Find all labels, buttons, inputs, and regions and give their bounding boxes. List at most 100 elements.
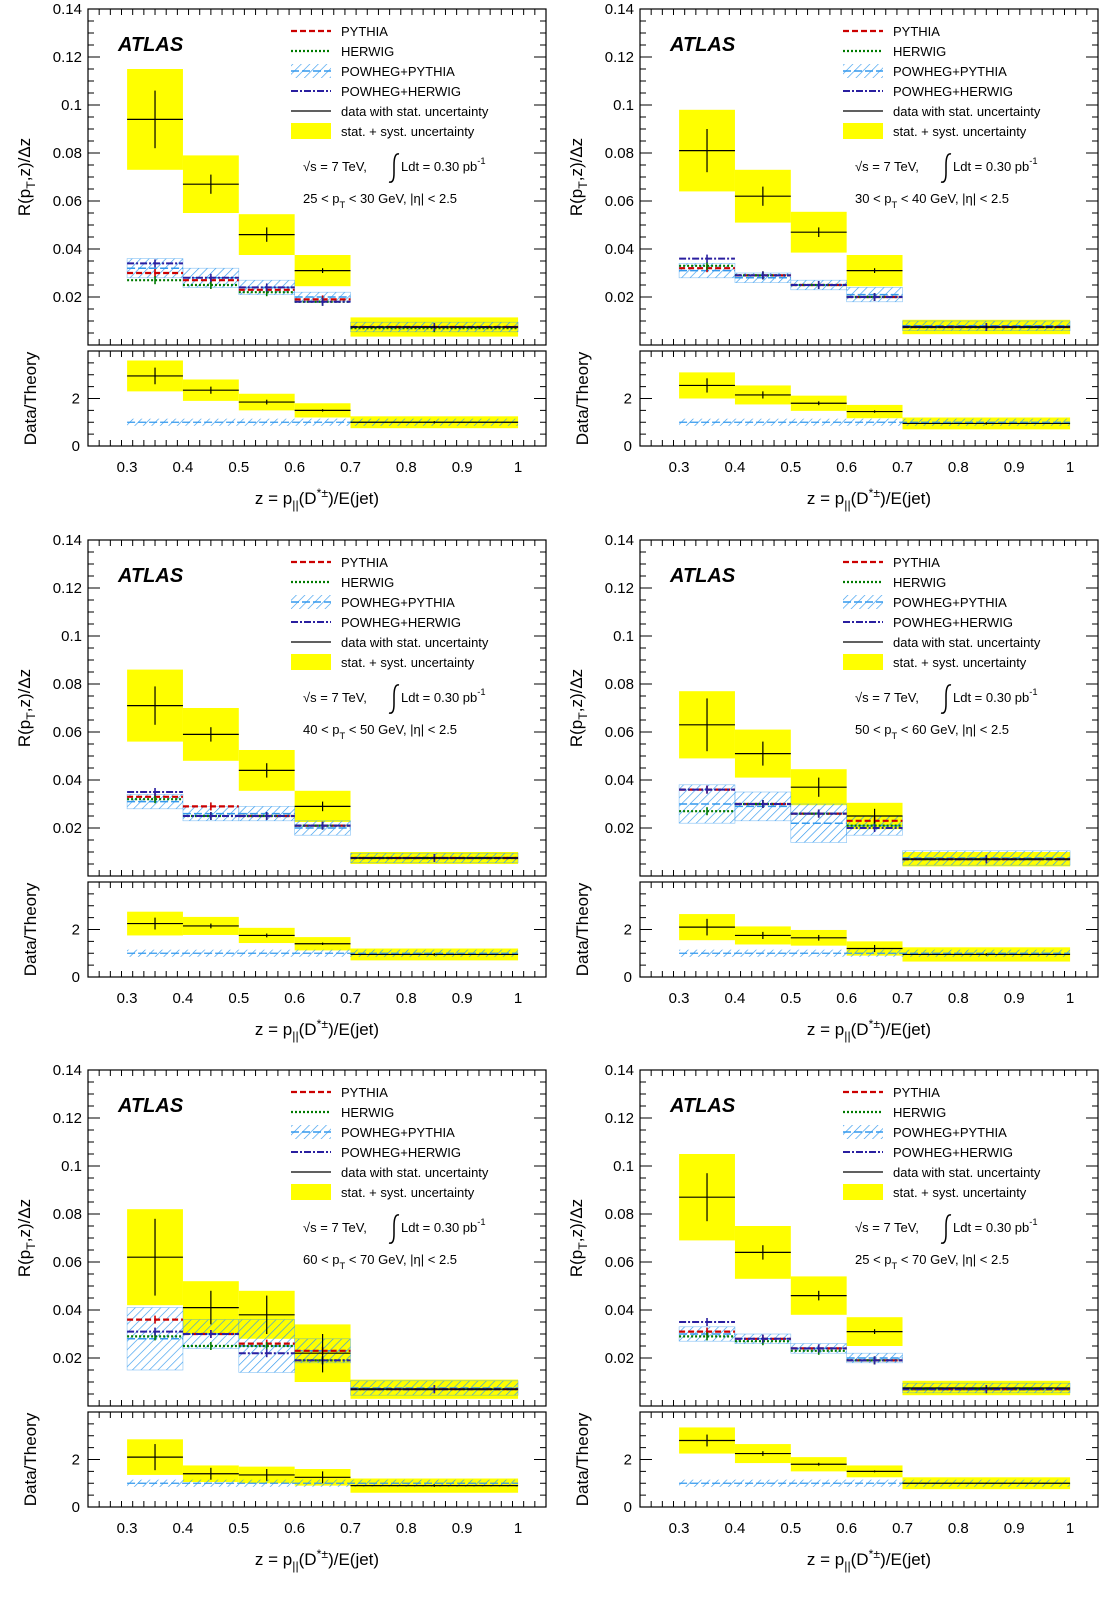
legend-label: PYTHIA <box>341 1085 388 1100</box>
energy-label: √s = 7 TeV, <box>303 1220 367 1235</box>
legend-item: POWHEG+PYTHIA <box>291 595 455 610</box>
legend-item: POWHEG+PYTHIA <box>291 1125 455 1140</box>
atlas-label: ATLAS <box>117 1095 184 1117</box>
x-tick-label: 0.9 <box>1004 459 1025 476</box>
legend-swatch <box>291 1125 331 1139</box>
integral-sign <box>388 153 400 183</box>
main-plot: 0.02 0.04 0.06 0.08 0.1 0.12 0.14 R(pT,z)/Δz ATL… <box>567 532 1099 877</box>
ratio-y-tick-label: 0 <box>72 969 80 986</box>
x-tick-label: 0.8 <box>396 990 417 1007</box>
energy-label: √s = 7 TeV, <box>855 159 919 174</box>
ratio-plot: 0 2 0.3 0.4 0.5 0.6 0.7 0.8 0.9 1 Data/Theory <box>21 881 547 1007</box>
y-tick-label: 0.06 <box>605 193 634 210</box>
legend-item: stat. + syst. uncertainty <box>291 654 475 670</box>
y-tick-label: 0.04 <box>605 1302 634 1319</box>
legend: PYTHIA HERWIG POWHEG+PYTHIA POWHEG+HERWIG da… <box>291 1085 489 1200</box>
y-axis-title-text: R(pT,z)/Δz <box>15 138 38 216</box>
legend: PYTHIA HERWIG POWHEG+PYTHIA POWHEG+HERWIG da… <box>843 24 1041 139</box>
y-tick-label: 0.1 <box>61 1158 82 1175</box>
x-tick-label: 0.3 <box>669 1520 690 1537</box>
y-tick-label: 0.04 <box>53 241 82 258</box>
ratio-y-axis-title-text: Data/Theory <box>21 882 40 976</box>
x-tick-label: 0.9 <box>1004 1520 1025 1537</box>
ratio-plot: 0 2 0.3 0.4 0.5 0.6 0.7 0.8 0.9 1 Data/Theory <box>573 350 1099 476</box>
y-tick-label: 0.14 <box>53 1 82 18</box>
legend-label: stat. + syst. uncertainty <box>341 124 475 139</box>
ratio-y-axis-title-text: Data/Theory <box>573 351 592 445</box>
legend-label: POWHEG+HERWIG <box>341 615 461 630</box>
y-tick-label: 0.08 <box>53 1206 82 1223</box>
y-tick-label: 0.1 <box>613 97 634 114</box>
ratio-y-axis-title: Data/Theory <box>21 882 40 976</box>
y-tick-label: 0.02 <box>53 820 82 837</box>
main-plot: 0.02 0.04 0.06 0.08 0.1 0.12 0.14 R(pT,z)/Δz ATL… <box>567 1062 1099 1407</box>
y-axis-title: R(pT,z)/Δz <box>15 1199 38 1277</box>
legend-item: HERWIG <box>291 1105 394 1120</box>
legend-item: PYTHIA <box>843 1085 940 1100</box>
legend-label: POWHEG+PYTHIA <box>893 595 1007 610</box>
y-tick-label: 0.06 <box>53 1254 82 1271</box>
energy-label: √s = 7 TeV, <box>855 690 919 705</box>
x-tick-label: 0.6 <box>836 990 857 1007</box>
legend-item: stat. + syst. uncertainty <box>843 1184 1027 1200</box>
ratio-theory-band <box>679 418 1071 426</box>
legend-item: data with stat. uncertainty <box>843 104 1041 119</box>
lumi-label: Ldt = 0.30 pb-1 <box>401 1217 486 1235</box>
legend-label: POWHEG+PYTHIA <box>893 64 1007 79</box>
legend-swatch <box>291 64 331 78</box>
legend-item: data with stat. uncertainty <box>843 1165 1041 1180</box>
x-tick-label: 0.8 <box>396 1520 417 1537</box>
ratio-y-axis-title-text: Data/Theory <box>573 882 592 976</box>
x-tick-label: 0.6 <box>836 1520 857 1537</box>
x-tick-label: 0.7 <box>892 1520 913 1537</box>
ratio-y-axis-title-text: Data/Theory <box>21 1412 40 1506</box>
x-tick-label: 0.3 <box>117 990 138 1007</box>
ratio-y-tick-label: 0 <box>72 1499 80 1516</box>
x-tick-label: 0.9 <box>452 990 473 1007</box>
y-tick-label: 0.06 <box>605 724 634 741</box>
x-tick-label: 0.9 <box>1004 990 1025 1007</box>
legend-swatch <box>291 1184 331 1200</box>
legend-label: POWHEG+HERWIG <box>893 615 1013 630</box>
legend-item: data with stat. uncertainty <box>291 1165 489 1180</box>
ratio-plot: 0 2 0.3 0.4 0.5 0.6 0.7 0.8 0.9 1 Data/Theory <box>21 1411 547 1537</box>
y-tick-label: 0.12 <box>53 1110 82 1127</box>
legend-item: HERWIG <box>843 1105 946 1120</box>
legend: PYTHIA HERWIG POWHEG+PYTHIA POWHEG+HERWIG da… <box>291 24 489 139</box>
x-tick-label: 1 <box>514 459 522 476</box>
cut-label: 25 < pT < 30 GeV, |η| < 2.5 <box>303 191 457 210</box>
legend-label: data with stat. uncertainty <box>893 1165 1041 1180</box>
x-tick-label: 0.5 <box>780 990 801 1007</box>
integral-sign <box>388 1214 400 1244</box>
ratio-y-axis-title: Data/Theory <box>21 1412 40 1506</box>
x-axis-title: z = p||(D*±)/E(jet) <box>807 486 931 512</box>
legend-label: stat. + syst. uncertainty <box>893 1185 1027 1200</box>
main-plot: 0.02 0.04 0.06 0.08 0.1 0.12 0.14 R(pT,z)/Δz ATL… <box>567 1 1099 346</box>
x-tick-label: 0.6 <box>284 459 305 476</box>
ratio-theory-band <box>127 949 519 957</box>
atlas-label: ATLAS <box>669 565 736 587</box>
ratio-theory-band <box>679 1479 1071 1487</box>
x-tick-label: 0.5 <box>228 1520 249 1537</box>
legend-label: POWHEG+PYTHIA <box>341 595 455 610</box>
ratio-y-tick-label: 0 <box>72 438 80 455</box>
x-tick-label: 1 <box>514 990 522 1007</box>
cut-label: 50 < pT < 60 GeV, |η| < 2.5 <box>855 722 1009 741</box>
legend-swatch <box>843 1125 883 1139</box>
lumi-label: Ldt = 0.30 pb-1 <box>401 156 486 174</box>
x-tick-label: 0.4 <box>725 1520 746 1537</box>
y-tick-label: 0.02 <box>53 1350 82 1367</box>
ratio-y-axis-title: Data/Theory <box>573 351 592 445</box>
legend-item: POWHEG+PYTHIA <box>843 1125 1007 1140</box>
y-tick-label: 0.06 <box>53 724 82 741</box>
legend: PYTHIA HERWIG POWHEG+PYTHIA POWHEG+HERWIG da… <box>843 1085 1041 1200</box>
legend-label: PYTHIA <box>341 555 388 570</box>
ratio-theory-band <box>679 949 1071 957</box>
main-plot: 0.02 0.04 0.06 0.08 0.1 0.12 0.14 R(pT,z)/Δz ATL… <box>15 532 547 877</box>
legend-label: POWHEG+PYTHIA <box>893 1125 1007 1140</box>
ratio-plot: 0 2 0.3 0.4 0.5 0.6 0.7 0.8 0.9 1 Data/Theory <box>573 881 1099 1007</box>
legend-label: POWHEG+HERWIG <box>341 84 461 99</box>
y-tick-label: 0.12 <box>605 49 634 66</box>
x-axis-title: z = p||(D*±)/E(jet) <box>255 1017 379 1043</box>
legend-item: HERWIG <box>843 44 946 59</box>
